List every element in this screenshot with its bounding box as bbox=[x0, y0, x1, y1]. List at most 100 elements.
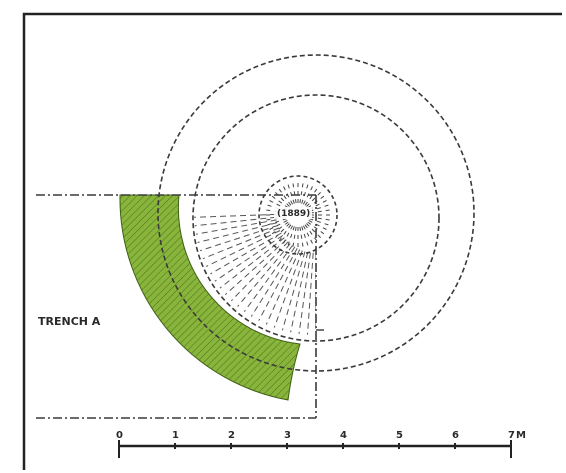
center-mark bbox=[320, 231, 325, 235]
radial-mark bbox=[197, 222, 278, 243]
center-mark bbox=[317, 217, 322, 220]
center-mark bbox=[322, 200, 327, 203]
center-mark bbox=[292, 199, 295, 204]
center-mark bbox=[310, 186, 313, 191]
radial-mark bbox=[290, 251, 309, 333]
center-mark bbox=[271, 231, 276, 235]
center-mark bbox=[276, 223, 281, 227]
center-mark bbox=[306, 184, 309, 189]
center-mark bbox=[307, 221, 312, 225]
center-mark bbox=[288, 201, 292, 206]
center-mark bbox=[286, 223, 290, 227]
center-mark bbox=[276, 203, 281, 207]
center-mark bbox=[288, 224, 292, 229]
center-mark bbox=[290, 233, 293, 238]
center-mark bbox=[302, 225, 306, 230]
center-mark bbox=[278, 226, 283, 230]
center-mark bbox=[278, 200, 283, 204]
center-mark bbox=[316, 220, 321, 223]
center-mark bbox=[301, 183, 304, 188]
radial-mark bbox=[199, 224, 279, 252]
center-mark bbox=[267, 204, 272, 207]
center-mark bbox=[275, 234, 279, 238]
radial-mark bbox=[307, 252, 314, 335]
center-mark bbox=[304, 201, 308, 206]
scale-tick-label: 3 bbox=[284, 430, 291, 441]
center-mark bbox=[280, 197, 285, 202]
center-mark bbox=[314, 237, 318, 242]
center-mark bbox=[311, 197, 316, 202]
center-mark bbox=[286, 203, 290, 207]
center-mark bbox=[324, 204, 329, 207]
center-mark bbox=[317, 210, 322, 213]
radial-mark bbox=[281, 251, 306, 331]
radial-mark bbox=[195, 219, 277, 235]
center-mark bbox=[292, 226, 295, 231]
center-mark bbox=[283, 195, 287, 200]
center-mark bbox=[303, 233, 306, 238]
center-mark bbox=[283, 186, 286, 191]
center-mark bbox=[292, 242, 295, 247]
center-mark bbox=[301, 226, 304, 231]
center-mark bbox=[306, 203, 310, 207]
radial-mark bbox=[298, 252, 311, 334]
center-mark bbox=[301, 242, 304, 247]
radial-mark bbox=[224, 239, 287, 295]
middle-dashed-circle bbox=[192, 94, 440, 342]
center-mark bbox=[306, 223, 310, 227]
center-mark bbox=[266, 218, 271, 221]
center-mark bbox=[283, 230, 287, 235]
center-mark bbox=[314, 188, 318, 193]
center-mark bbox=[322, 227, 327, 230]
radial-mark bbox=[210, 232, 282, 275]
radial-mark bbox=[230, 241, 289, 302]
scale-tick-label: 1 bbox=[172, 430, 179, 441]
radial-mark bbox=[273, 250, 303, 328]
center-mark bbox=[283, 219, 288, 223]
center-mark bbox=[271, 195, 276, 199]
center-mark bbox=[306, 241, 309, 246]
scale-tick-label: 0 bbox=[116, 430, 123, 441]
inner-dashed-circle bbox=[258, 175, 338, 255]
center-mark bbox=[267, 223, 272, 226]
trench-label: TRENCH A bbox=[38, 315, 101, 328]
center-mark bbox=[292, 183, 295, 188]
center-mark bbox=[308, 219, 313, 223]
center-mark bbox=[299, 226, 301, 231]
radial-mark bbox=[265, 249, 301, 325]
center-label: (1889) bbox=[277, 209, 310, 219]
radial-mark bbox=[258, 248, 298, 321]
center-mark bbox=[311, 228, 316, 233]
center-mark bbox=[299, 199, 301, 204]
radial-mark bbox=[214, 234, 284, 282]
center-mark bbox=[313, 226, 318, 230]
radial-mark bbox=[194, 213, 277, 218]
center-mark bbox=[283, 239, 286, 244]
scale-tick-label: 5 bbox=[396, 430, 403, 441]
center-mark bbox=[309, 195, 313, 200]
center-mark bbox=[293, 234, 296, 239]
center-mark bbox=[317, 192, 321, 196]
radial-mark bbox=[250, 246, 296, 317]
center-mark bbox=[278, 237, 282, 242]
center-mark bbox=[287, 241, 290, 246]
center-mark bbox=[316, 207, 321, 210]
radial-marks bbox=[194, 213, 316, 335]
scale-tick-label: 4 bbox=[340, 430, 347, 441]
radial-mark bbox=[202, 227, 280, 260]
center-mark bbox=[266, 209, 271, 212]
center-mark bbox=[300, 234, 303, 239]
radial-mark bbox=[206, 230, 281, 267]
frame-border bbox=[22, 12, 562, 470]
center-mark bbox=[269, 200, 274, 203]
scale-tick-label: 6 bbox=[452, 430, 459, 441]
center-mark bbox=[295, 199, 297, 204]
excavated-area-hatched bbox=[119, 194, 301, 401]
center-mark bbox=[284, 221, 289, 225]
center-mark bbox=[301, 199, 304, 204]
center-mark bbox=[320, 195, 325, 199]
center-mark bbox=[286, 232, 290, 237]
center-mark bbox=[300, 191, 303, 196]
